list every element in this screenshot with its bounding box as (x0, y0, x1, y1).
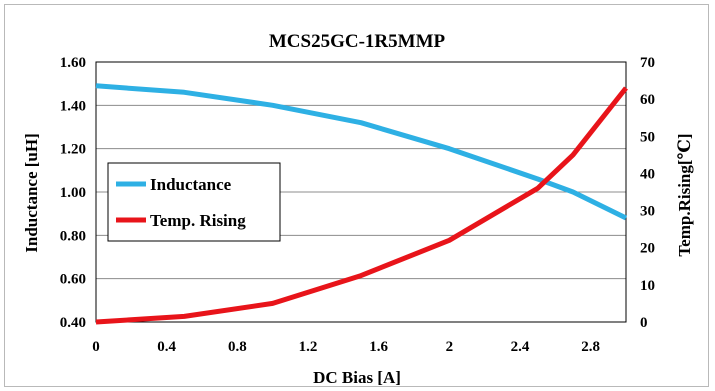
series-line-temp-rising (95, 86, 628, 325)
x-axis-label: DC Bias [A] (313, 368, 401, 387)
legend-label-inductance: Inductance (150, 175, 232, 194)
x-tick-label: 1.6 (369, 339, 388, 355)
y-tick-label: 1.60 (60, 55, 86, 71)
y-tick-label: 0.40 (60, 315, 86, 331)
x-tick-label: 1.2 (299, 339, 318, 355)
y2-tick-label: 60 (640, 92, 655, 108)
y2-tick-label: 30 (640, 204, 655, 220)
y-tick-label: 1.20 (60, 142, 86, 158)
y-tick-label: 1.40 (60, 98, 86, 114)
x-tick-label: 2 (446, 339, 454, 355)
y2-tick-label: 20 (640, 241, 655, 257)
y-axis-label: Inductance [uH] (22, 133, 41, 252)
y2-tick-label: 70 (640, 55, 655, 71)
y2-axis-label: Temp.Rising[℃] (675, 133, 694, 256)
legend: Inductance Temp. Rising (107, 162, 281, 242)
y2-tick-label: 50 (640, 129, 655, 145)
legend-box (107, 162, 281, 242)
plot-area (95, 61, 627, 323)
y-tick-label: 0.80 (60, 228, 86, 244)
x-tick-label: 0 (92, 339, 100, 355)
y-tick-label: 0.60 (60, 272, 86, 288)
chart-title: MCS25GC-1R5MMP (269, 31, 446, 52)
y2-tick-label: 10 (640, 278, 655, 294)
x-tick-label: 2.4 (511, 339, 530, 355)
x-tick-label: 0.4 (157, 339, 176, 355)
x-tick-label: 2.8 (581, 339, 600, 355)
y-tick-label: 1.00 (60, 185, 86, 201)
x-tick-label: 0.8 (228, 339, 247, 355)
series-layer (95, 83, 628, 325)
y2-tick-label: 0 (640, 315, 648, 331)
legend-label-temp-rising: Temp. Rising (150, 211, 246, 230)
y2-tick-label: 40 (640, 166, 655, 182)
tick-labels: 0.400.600.801.001.201.401.60010203040506… (60, 55, 655, 355)
series-line-inductance (95, 83, 628, 221)
